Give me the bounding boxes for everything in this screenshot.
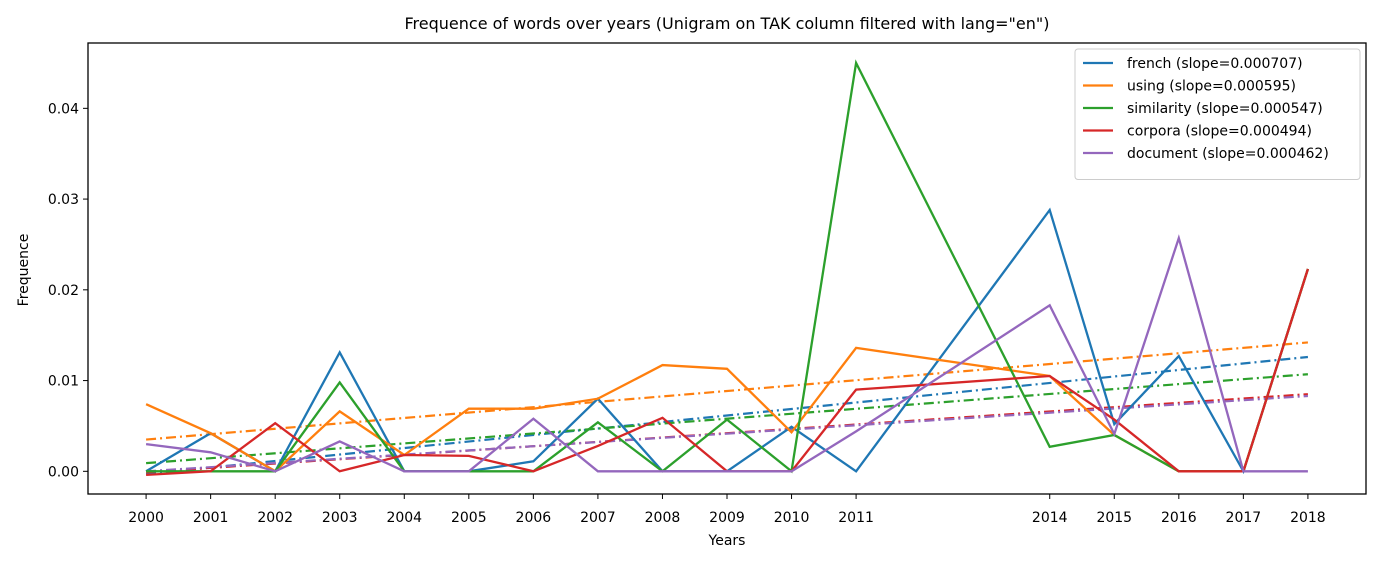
chart-title: Frequence of words over years (Unigram o… xyxy=(405,14,1050,33)
x-tick-label: 2006 xyxy=(516,510,552,526)
x-tick-label: 2018 xyxy=(1290,510,1326,526)
y-tick-label: 0.03 xyxy=(48,192,79,208)
trend-line-1 xyxy=(145,341,1309,441)
legend-label: using (slope=0.000595) xyxy=(1127,79,1296,95)
x-tick-label: 2015 xyxy=(1096,510,1132,526)
y-tick-label: 0.00 xyxy=(48,464,79,480)
trend-line-4 xyxy=(146,394,1308,473)
legend-label: corpora (slope=0.000494) xyxy=(1127,124,1312,140)
x-tick-label: 2000 xyxy=(128,510,164,526)
x-tick-label: 2010 xyxy=(774,510,810,526)
x-tick-label: 2017 xyxy=(1226,510,1262,526)
x-tick-label: 2001 xyxy=(193,510,229,526)
x-axis-label: Years xyxy=(708,533,746,549)
series-line-3 xyxy=(146,268,1309,477)
y-tick-label: 0.02 xyxy=(48,283,79,299)
x-tick-label: 2016 xyxy=(1161,510,1197,526)
y-axis-label: Frequence xyxy=(16,234,32,307)
series-line-4 xyxy=(145,234,1308,473)
x-tick-label: 2008 xyxy=(645,510,681,526)
x-axis: 2000 2001 2002 2003 2004 2005 2006 2007 2008 2009… xyxy=(128,494,1326,526)
trend-line-0 xyxy=(145,355,1309,476)
x-tick-label: 2014 xyxy=(1032,510,1068,526)
y-tick-label: 0.04 xyxy=(48,101,79,117)
legend-label: similarity (slope=0.000547) xyxy=(1127,101,1323,117)
x-tick-label: 2007 xyxy=(580,510,616,526)
x-tick-label: 2003 xyxy=(322,510,358,526)
legend-label: french (slope=0.000707) xyxy=(1127,56,1303,72)
y-tick-label: 0.01 xyxy=(48,374,79,390)
legend: french (slope=0.000707) using (slope=0.00… xyxy=(1074,48,1361,180)
series-line-1 xyxy=(145,268,1309,473)
x-tick-label: 2009 xyxy=(709,510,745,526)
x-tick-label: 2004 xyxy=(386,510,422,526)
x-tick-label: 2011 xyxy=(838,510,874,526)
legend-label: document (slope=0.000462) xyxy=(1127,146,1329,162)
series-lines xyxy=(145,59,1309,477)
y-axis: 0.00 0.01 0.02 0.03 0.04 xyxy=(48,101,88,480)
x-tick-label: 2005 xyxy=(451,510,487,526)
legend-box xyxy=(1074,48,1361,180)
x-tick-label: 2002 xyxy=(257,510,293,526)
